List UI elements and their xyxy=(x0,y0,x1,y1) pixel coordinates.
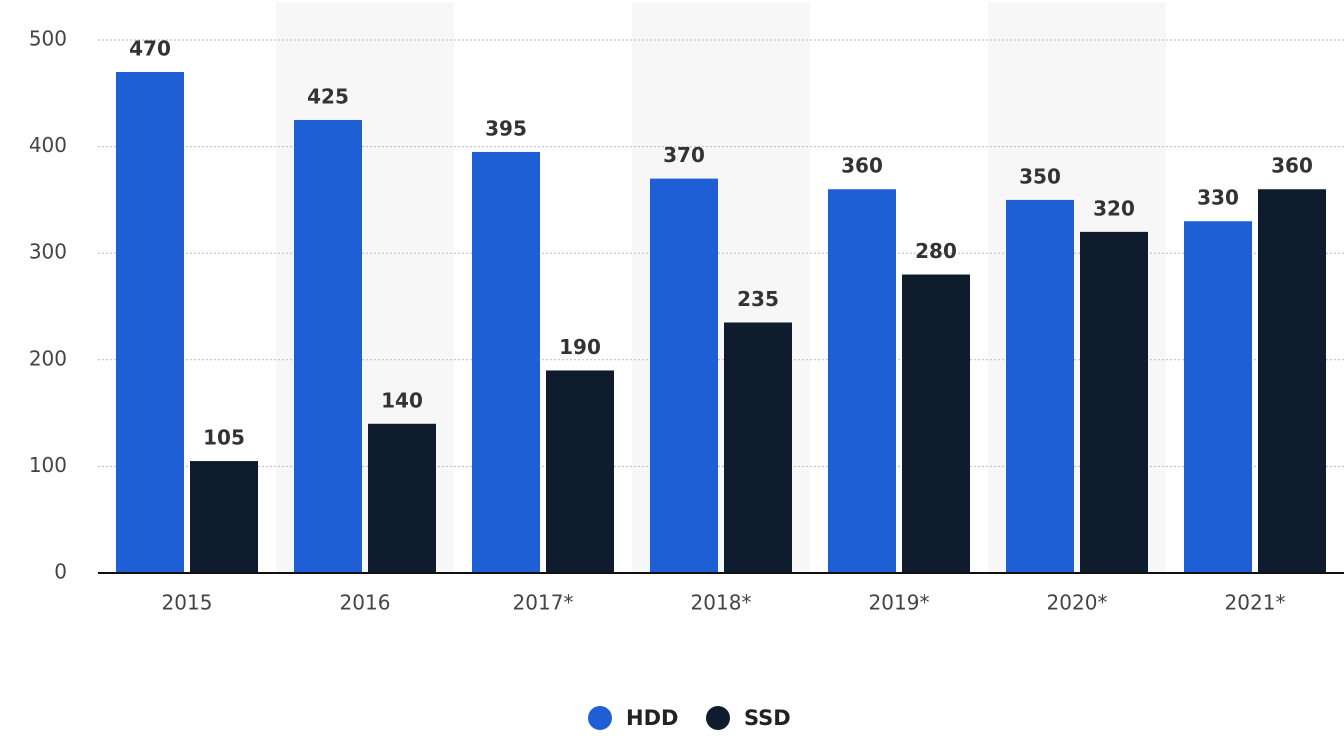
value-label: 235 xyxy=(737,287,779,311)
value-label: 190 xyxy=(559,335,601,359)
y-tick-label: 500 xyxy=(29,27,67,51)
x-tick-label: 2019* xyxy=(869,591,930,615)
bar xyxy=(116,71,184,573)
bar xyxy=(902,274,970,573)
bar xyxy=(190,461,258,573)
bar xyxy=(724,322,792,573)
x-tick-label: 2015 xyxy=(162,591,213,615)
value-label: 360 xyxy=(841,154,883,178)
y-tick-label: 0 xyxy=(54,560,67,584)
legend-marker xyxy=(588,706,612,730)
bar xyxy=(1080,231,1148,573)
x-tick-label: 2017* xyxy=(513,591,574,615)
bar xyxy=(650,178,718,573)
value-label: 470 xyxy=(129,36,171,60)
bar xyxy=(1006,199,1074,573)
value-label: 330 xyxy=(1197,186,1239,210)
value-label: 105 xyxy=(203,426,245,450)
legend-label: SSD xyxy=(744,706,791,730)
bar xyxy=(546,370,614,573)
bar xyxy=(294,119,362,573)
x-tick-label: 2016 xyxy=(340,591,391,615)
legend-label: HDD xyxy=(626,706,678,730)
value-label: 320 xyxy=(1093,196,1135,220)
x-tick-label: 2018* xyxy=(691,591,752,615)
bar xyxy=(368,423,436,573)
bar xyxy=(1258,189,1326,574)
value-label: 360 xyxy=(1271,154,1313,178)
x-tick-label: 2021* xyxy=(1225,591,1286,615)
value-label: 425 xyxy=(307,84,349,108)
y-tick-label: 400 xyxy=(29,133,67,157)
y-tick-label: 300 xyxy=(29,240,67,264)
legend-marker xyxy=(706,706,730,730)
y-tick-label: 100 xyxy=(29,453,67,477)
value-label: 370 xyxy=(663,143,705,167)
value-label: 395 xyxy=(485,116,527,140)
bar xyxy=(828,189,896,574)
value-label: 280 xyxy=(915,239,957,263)
bar xyxy=(472,151,540,573)
bar xyxy=(1184,221,1252,573)
y-tick-label: 200 xyxy=(29,346,67,370)
value-label: 350 xyxy=(1019,164,1061,188)
value-label: 140 xyxy=(381,388,423,412)
x-tick-label: 2020* xyxy=(1047,591,1108,615)
